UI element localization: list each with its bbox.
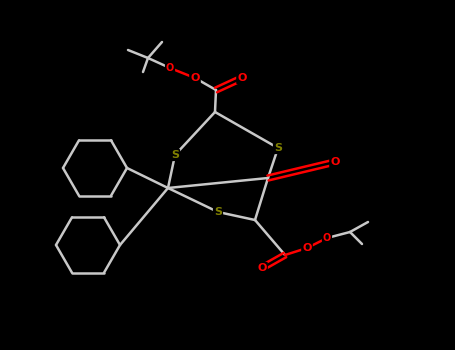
- Text: O: O: [190, 73, 200, 83]
- Text: O: O: [302, 243, 312, 253]
- Text: O: O: [258, 263, 267, 273]
- Text: O: O: [166, 63, 174, 73]
- Text: S: S: [274, 143, 282, 153]
- Text: O: O: [323, 233, 331, 243]
- Text: O: O: [238, 73, 247, 83]
- Text: S: S: [171, 150, 179, 160]
- Text: O: O: [330, 157, 340, 167]
- Text: S: S: [214, 207, 222, 217]
